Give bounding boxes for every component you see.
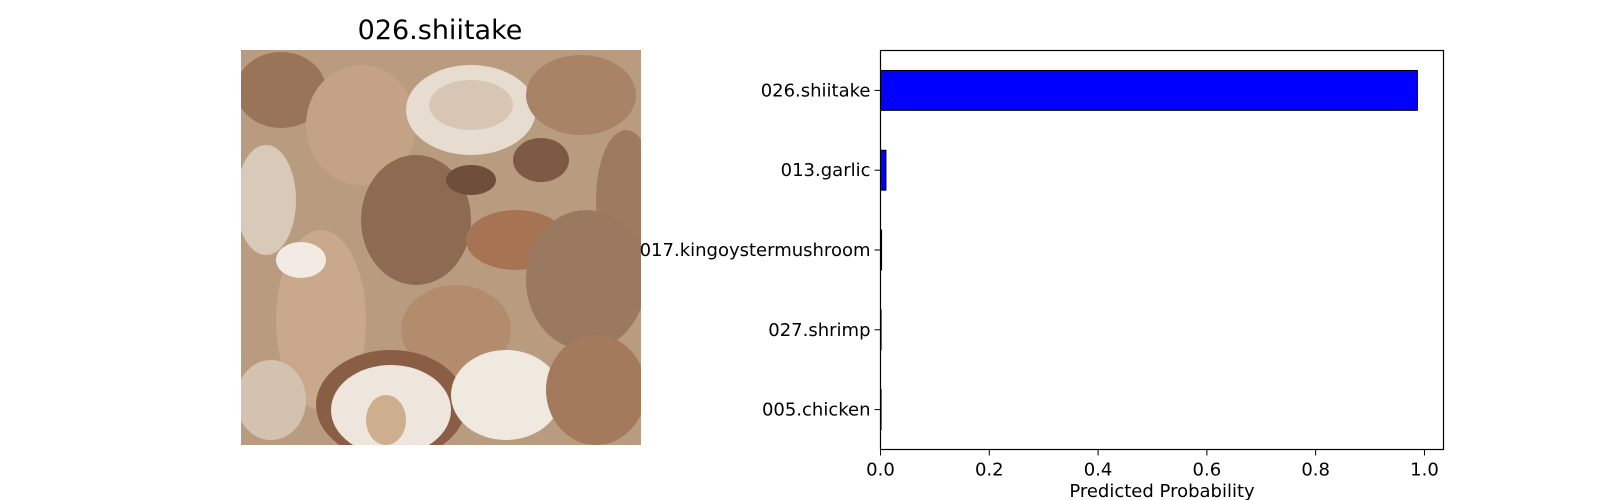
y-tick-label: 026.shiitake — [761, 80, 871, 101]
y-tick-label: 027.shrimp — [768, 320, 870, 341]
bar-garlic — [880, 149, 887, 191]
x-tick-group: 0.0 0.2 0.4 0.6 0.8 1.0 — [866, 449, 1439, 481]
x-tick-label: 0.0 — [866, 460, 895, 481]
x-tick-label: 1.0 — [1410, 460, 1439, 481]
plot-frame — [879, 49, 1445, 451]
mushroom-photo — [241, 50, 641, 445]
y-tick-label: 005.chicken — [762, 400, 871, 421]
x-axis-label: Predicted Probability — [1069, 481, 1255, 500]
image-title: 026.shiitake — [357, 15, 523, 46]
x-tick-label: 0.6 — [1193, 460, 1222, 481]
x-tick-label: 0.2 — [975, 460, 1004, 481]
x-tick-label: 0.4 — [1084, 460, 1113, 481]
bars-group — [880, 69, 1418, 431]
y-tick-label: 017.kingoystermushroom — [640, 240, 871, 261]
y-tick-label: 013.garlic — [781, 160, 871, 181]
y-tick-group: 026.shiitake 013.garlic 017.kingoystermush… — [640, 80, 881, 421]
x-tick-label: 0.8 — [1301, 460, 1330, 481]
mushroom-photo-illustration — [241, 50, 641, 445]
bar-shiitake — [880, 69, 1418, 111]
